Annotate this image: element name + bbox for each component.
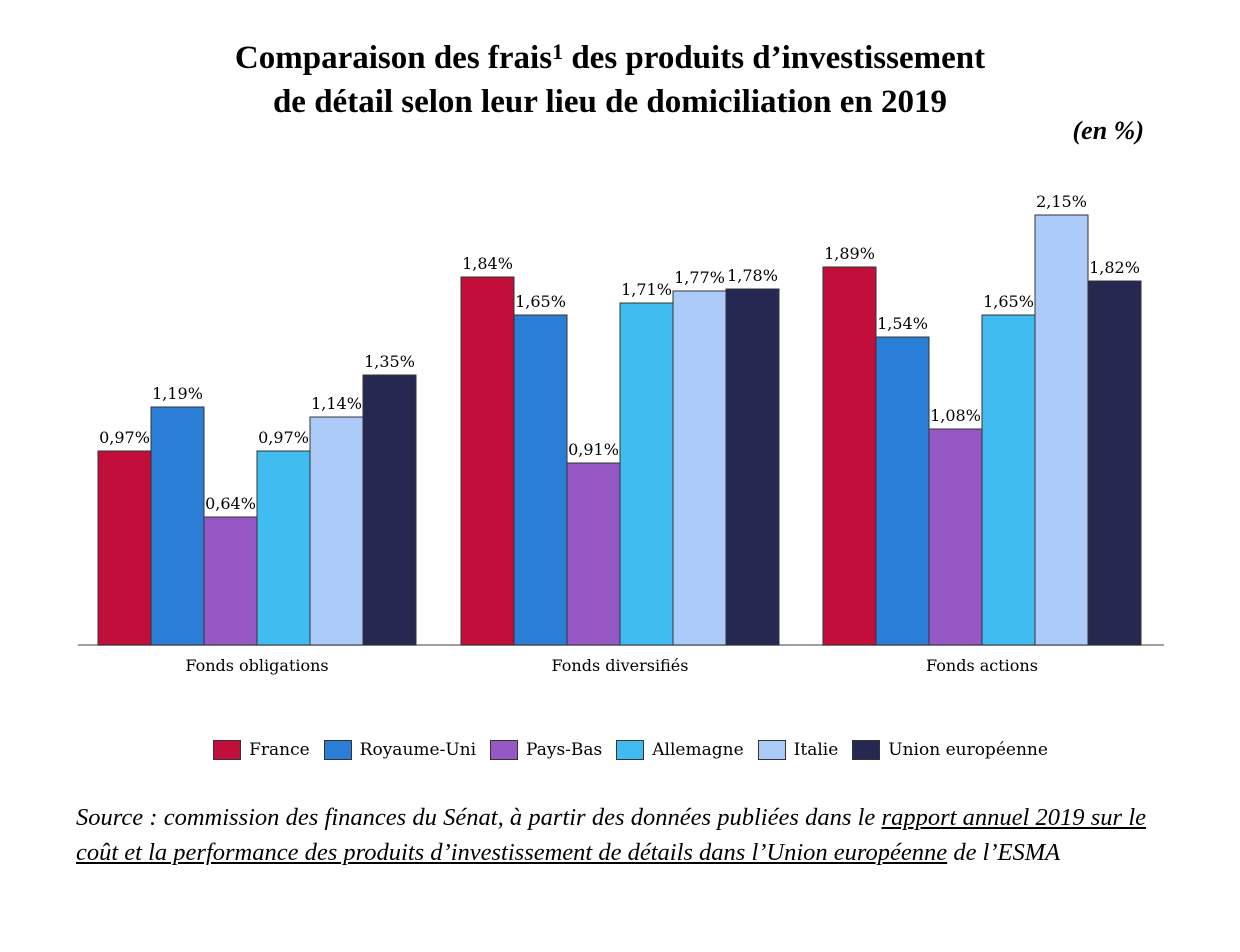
bar-pays-bas-fonds-diversifies[interactable] — [566, 462, 621, 646]
bar-pays-bas-fonds-actions[interactable] — [928, 428, 983, 646]
legend-item-union-europeenne[interactable]: Union européenne — [852, 740, 1048, 760]
legend-label-union-europeenne: Union européenne — [888, 740, 1048, 760]
category-label-fonds-diversifies: Fonds diversifiés — [552, 656, 689, 675]
bar-allemagne-fonds-obligations[interactable] — [256, 450, 311, 646]
legend-label-italie: Italie — [793, 740, 839, 760]
legend-item-france[interactable]: France — [213, 740, 310, 760]
bar-union-europeenne-fonds-obligations[interactable] — [362, 374, 417, 646]
bar-royaume-uni-fonds-diversifies[interactable] — [513, 314, 568, 646]
bar-union-europeenne-fonds-diversifies[interactable] — [725, 288, 780, 646]
legend-label-pays-bas: Pays-Bas — [526, 740, 603, 760]
legend-label-france: France — [249, 740, 310, 760]
data-label-italie-fonds-actions: 2,15% — [1036, 192, 1087, 211]
source-suffix: de l’ESMA — [947, 839, 1061, 866]
bar-italie-fonds-obligations[interactable] — [309, 416, 364, 646]
data-label-royaume-uni-fonds-actions: 1,54% — [877, 314, 928, 333]
legend-item-royaume-uni[interactable]: Royaume-Uni — [323, 740, 477, 760]
data-label-france-fonds-diversifies: 1,84% — [462, 254, 513, 273]
bar-france-fonds-obligations[interactable] — [97, 450, 152, 646]
data-label-union-europeenne-fonds-actions: 1,82% — [1089, 258, 1140, 277]
bar-royaume-uni-fonds-obligations[interactable] — [150, 406, 205, 646]
title-line-1-start: Comparaison des frais — [234, 40, 553, 76]
data-label-italie-fonds-diversifies: 1,77% — [674, 268, 725, 287]
category-label-fonds-actions: Fonds actions — [926, 656, 1038, 675]
legend-item-allemagne[interactable]: Allemagne — [616, 740, 744, 760]
legend-swatch-union-europeenne — [852, 740, 881, 760]
bar-allemagne-fonds-actions[interactable] — [981, 314, 1036, 646]
bar-france-fonds-actions[interactable] — [822, 266, 877, 646]
legend-label-allemagne: Allemagne — [652, 740, 744, 760]
bar-france-fonds-diversifies[interactable] — [460, 276, 515, 646]
data-label-royaume-uni-fonds-obligations: 1,19% — [152, 384, 203, 403]
data-label-italie-fonds-obligations: 1,14% — [311, 394, 362, 413]
bar-union-europeenne-fonds-actions[interactable] — [1087, 280, 1142, 646]
bar-royaume-uni-fonds-actions[interactable] — [875, 336, 930, 646]
data-label-allemagne-fonds-diversifies: 1,71% — [621, 280, 672, 299]
source-report-link[interactable]: rapport annuel 2019 sur le coût et la pe… — [76, 804, 1147, 866]
bar-italie-fonds-actions[interactable] — [1034, 214, 1089, 646]
title-line-1: Comparaison des frais1 des produits d’in… — [0, 30, 1220, 80]
data-label-allemagne-fonds-obligations: 0,97% — [258, 428, 309, 447]
data-label-union-europeenne-fonds-obligations: 1,35% — [364, 352, 415, 371]
category-label-fonds-obligations: Fonds obligations — [185, 656, 328, 675]
legend-swatch-royaume-uni — [323, 740, 352, 760]
legend: France Royaume-Uni Pays-Bas Allemagne Italie… — [0, 740, 1240, 760]
data-label-allemagne-fonds-actions: 1,65% — [983, 292, 1034, 311]
source-prefix: Source : commission des finances du Séna… — [76, 804, 882, 831]
legend-swatch-france — [213, 740, 242, 760]
data-label-pays-bas-fonds-actions: 1,08% — [930, 406, 981, 425]
legend-item-pays-bas[interactable]: Pays-Bas — [490, 740, 602, 760]
data-label-france-fonds-actions: 1,89% — [824, 244, 875, 263]
source-note: Source : commission des finances du Séna… — [76, 800, 1146, 870]
legend-item-italie[interactable]: Italie — [757, 740, 839, 760]
data-label-pays-bas-fonds-diversifies: 0,91% — [568, 440, 619, 459]
bar-allemagne-fonds-diversifies[interactable] — [619, 302, 674, 646]
bar-italie-fonds-diversifies[interactable] — [672, 290, 727, 646]
data-label-royaume-uni-fonds-diversifies: 1,65% — [515, 292, 566, 311]
title-footnote-marker[interactable]: 1 — [552, 39, 564, 64]
data-label-france-fonds-obligations: 0,97% — [99, 428, 150, 447]
bar-pays-bas-fonds-obligations[interactable] — [203, 516, 258, 646]
data-label-union-europeenne-fonds-diversifies: 1,78% — [727, 266, 778, 285]
chart-title: Comparaison des frais1 des produits d’in… — [0, 30, 1220, 124]
legend-label-royaume-uni: Royaume-Uni — [359, 740, 477, 760]
bar-chart: 0,97%1,19%0,64%0,97%1,14%1,35%Fonds obli… — [78, 192, 1164, 675]
data-label-pays-bas-fonds-obligations: 0,64% — [205, 494, 256, 513]
legend-swatch-italie — [757, 740, 786, 760]
unit-label: (en %) — [1072, 116, 1144, 145]
legend-swatch-allemagne — [616, 740, 645, 760]
legend-swatch-pays-bas — [490, 740, 519, 760]
title-line-2: de détail selon leur lieu de domiciliati… — [272, 84, 948, 120]
title-line-1-end: des produits d’investissement — [563, 40, 986, 76]
